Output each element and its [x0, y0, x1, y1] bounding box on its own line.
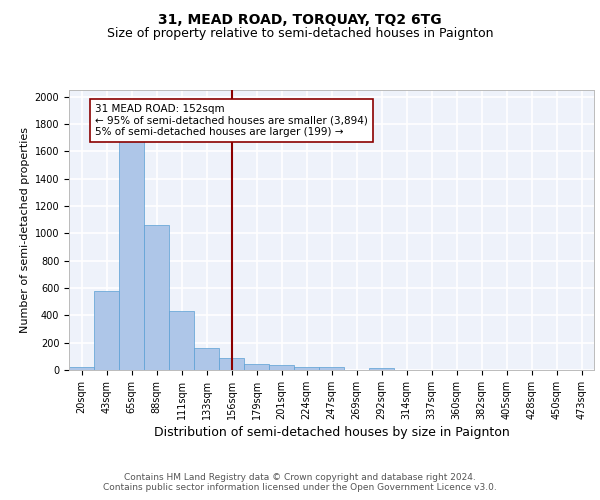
Bar: [94, 291, 119, 370]
Bar: [219, 358, 244, 370]
Bar: [269, 364, 294, 370]
Text: 31, MEAD ROAD, TORQUAY, TQ2 6TG: 31, MEAD ROAD, TORQUAY, TQ2 6TG: [158, 12, 442, 26]
Bar: [244, 364, 269, 370]
Bar: [294, 366, 319, 370]
Bar: [119, 140, 144, 370]
Bar: [69, 366, 94, 370]
Bar: [319, 368, 344, 370]
Bar: [369, 368, 394, 370]
X-axis label: Distribution of semi-detached houses by size in Paignton: Distribution of semi-detached houses by …: [154, 426, 509, 439]
Bar: [169, 312, 194, 370]
Bar: [194, 348, 219, 370]
Text: Contains HM Land Registry data © Crown copyright and database right 2024.
Contai: Contains HM Land Registry data © Crown c…: [103, 473, 497, 492]
Bar: [144, 224, 169, 370]
Text: 31 MEAD ROAD: 152sqm
← 95% of semi-detached houses are smaller (3,894)
5% of sem: 31 MEAD ROAD: 152sqm ← 95% of semi-detac…: [95, 104, 368, 137]
Text: Size of property relative to semi-detached houses in Paignton: Size of property relative to semi-detach…: [107, 28, 493, 40]
Y-axis label: Number of semi-detached properties: Number of semi-detached properties: [20, 127, 31, 333]
